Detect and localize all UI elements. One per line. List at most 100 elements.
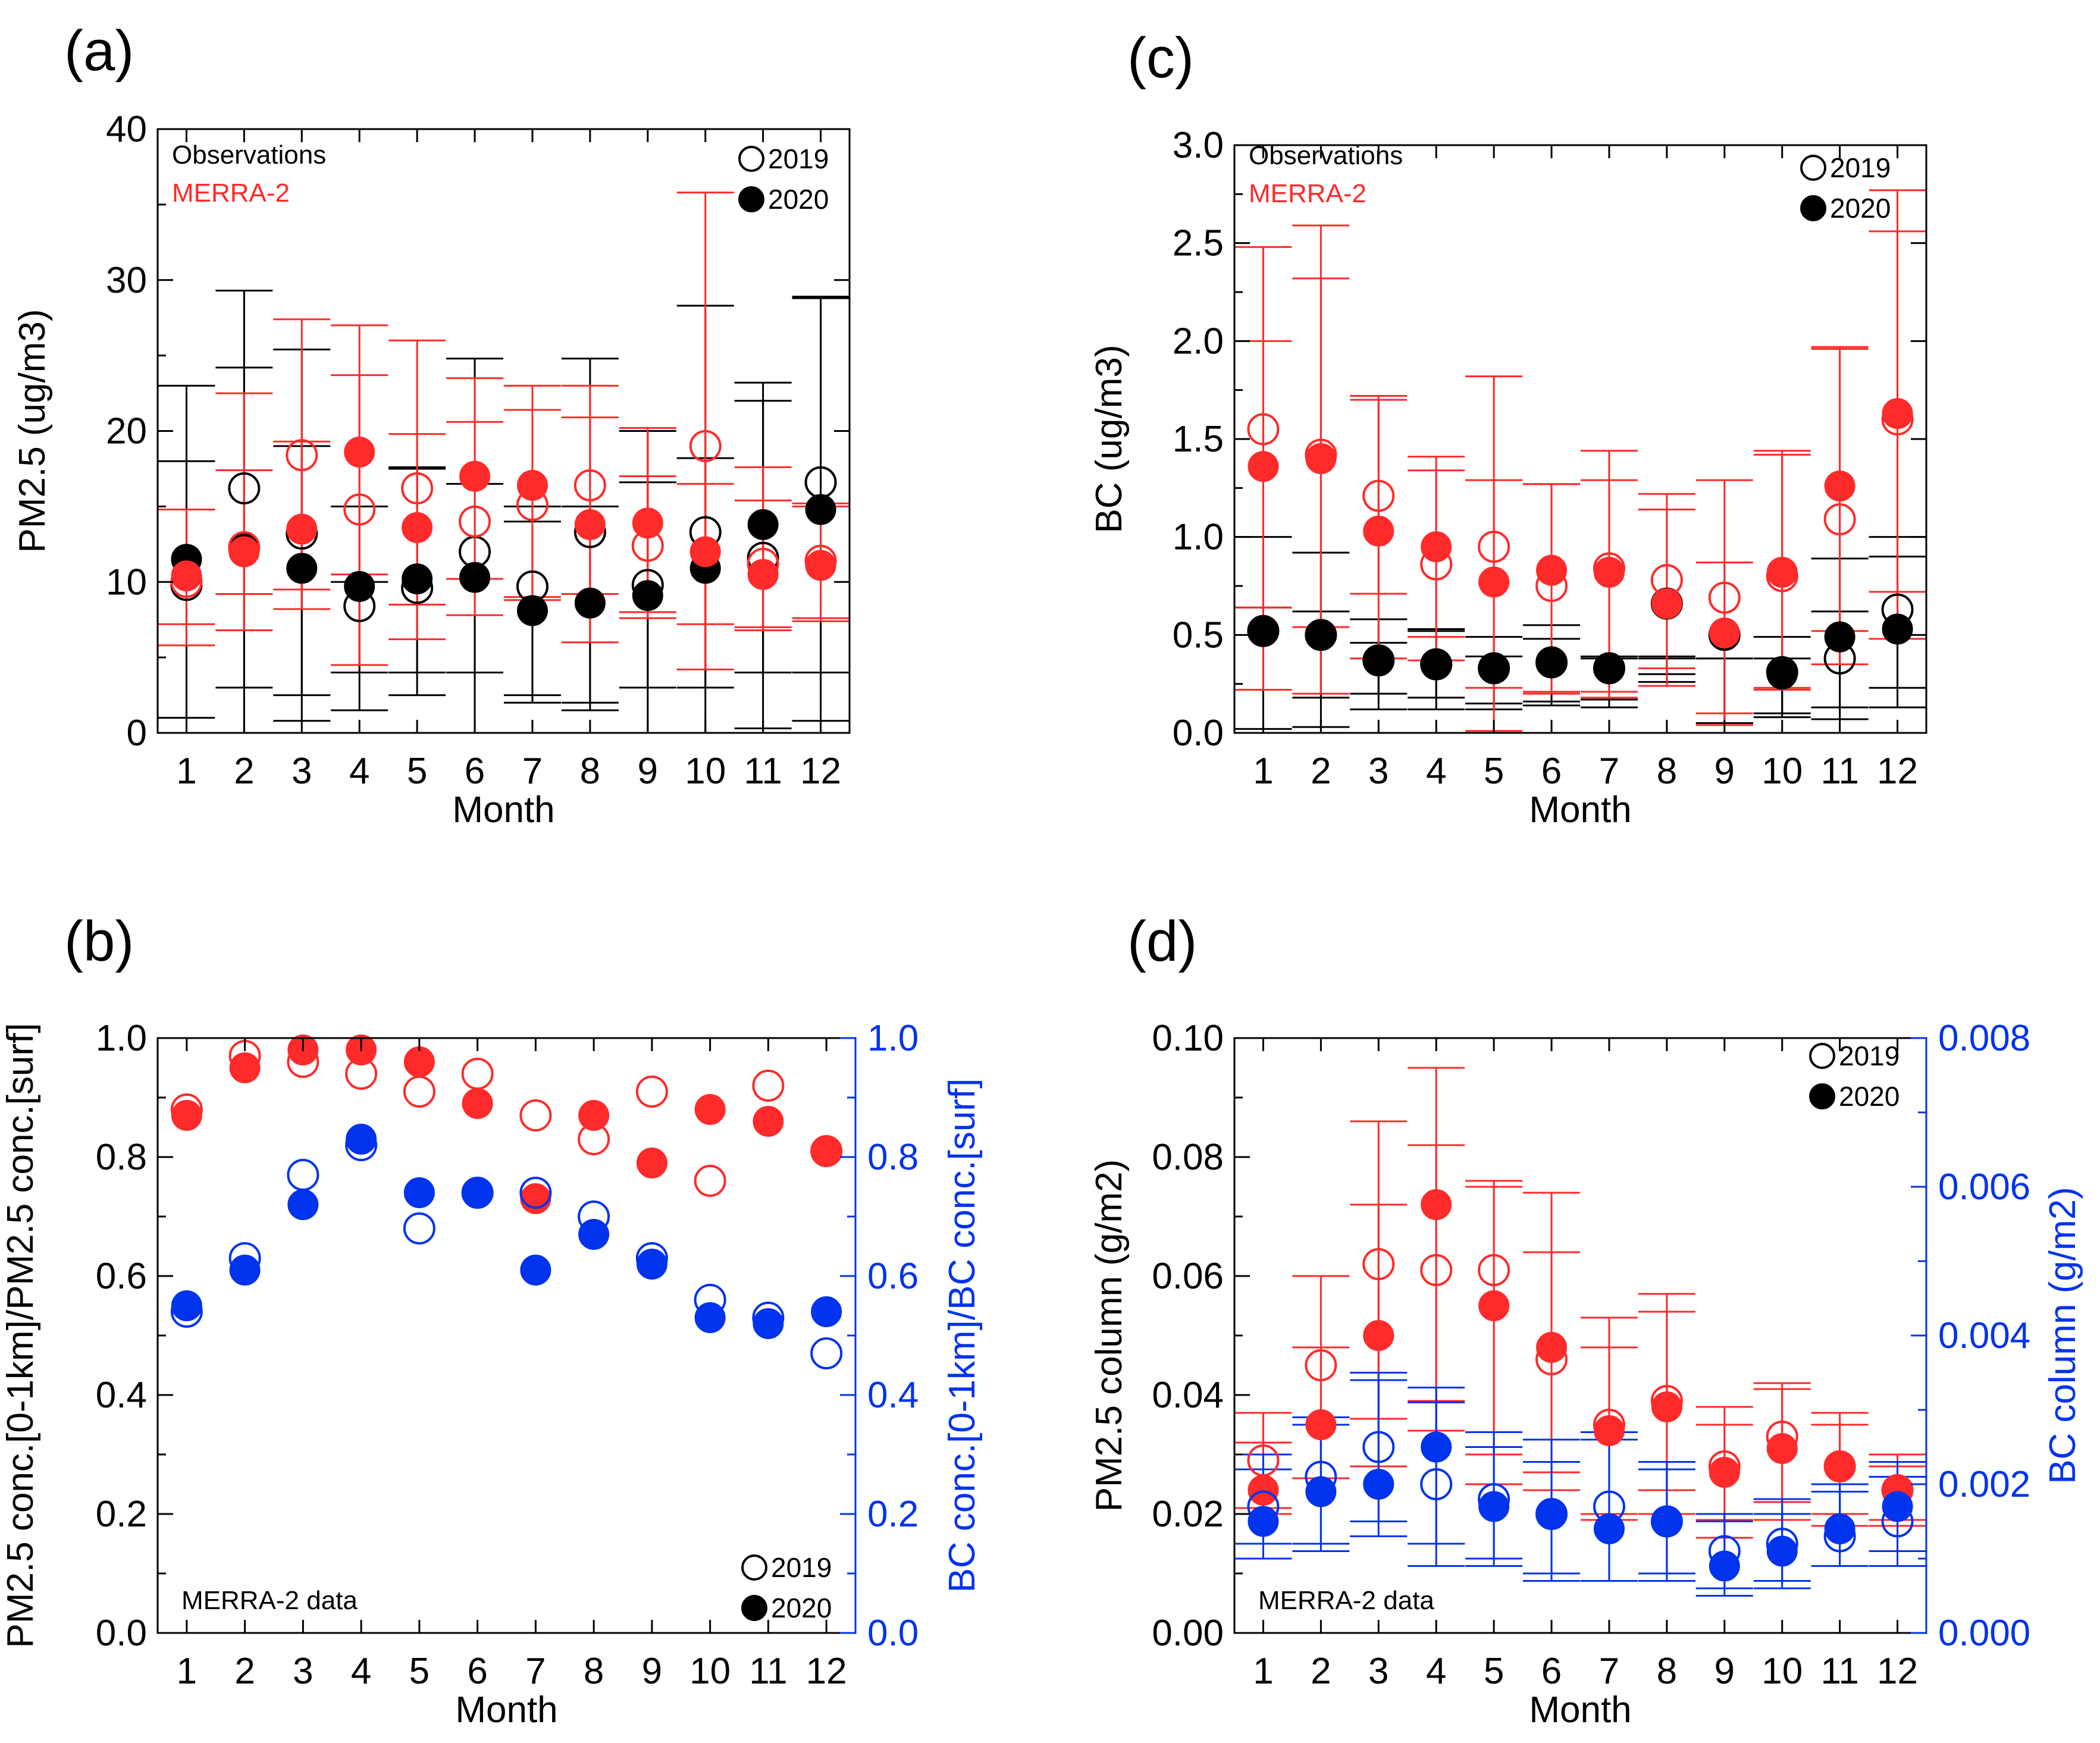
- data-point: [344, 570, 375, 602]
- annotation-text: MERRA-2: [1249, 179, 1366, 208]
- right-y-tick-label: 0.000: [1938, 1613, 2030, 1654]
- x-tick-label: 4: [349, 751, 369, 792]
- data-point: [1478, 1290, 1510, 1321]
- annotation-text: MERRA-2 data: [181, 1586, 358, 1615]
- data-point: [1766, 556, 1798, 588]
- error-bar: [446, 421, 504, 580]
- data-point: [1536, 647, 1568, 678]
- data-point: [1823, 503, 1856, 536]
- data-point: [574, 587, 606, 619]
- x-tick-label: 3: [293, 1651, 313, 1692]
- annotation-text: MERRA-2 data: [1258, 1586, 1434, 1615]
- error-bar: [331, 374, 388, 576]
- data-point: [520, 1255, 551, 1286]
- legend-label: 2019: [768, 143, 829, 174]
- data-point: [1421, 648, 1452, 680]
- data-point: [1882, 613, 1913, 645]
- error-bar: [503, 409, 561, 598]
- x-tick-label: 11: [744, 751, 782, 792]
- y-tick-label: 0.10: [1152, 1018, 1224, 1059]
- data-point: [1708, 581, 1741, 614]
- x-tick-label: 4: [351, 1651, 371, 1692]
- data-point: [636, 1249, 667, 1280]
- error-bar: [1408, 1144, 1465, 1402]
- data-point: [1824, 621, 1855, 653]
- data-point: [1421, 531, 1452, 563]
- data-point: [694, 1094, 726, 1125]
- panel-label: (b): [64, 910, 134, 973]
- x-tick-label: 5: [409, 1651, 430, 1692]
- data-point: [1478, 653, 1510, 684]
- y-tick-label: 0.0: [96, 1613, 147, 1654]
- data-point: [228, 472, 261, 504]
- data-point: [402, 512, 433, 543]
- legend-marker-filled: [741, 1595, 767, 1621]
- legend-marker-open: [741, 1554, 767, 1581]
- x-tick-label: 8: [1657, 751, 1677, 792]
- x-tick-label: 7: [522, 751, 543, 792]
- y-tick-label: 0.02: [1152, 1494, 1224, 1535]
- panel-label: (a): [64, 19, 134, 83]
- data-point: [1363, 1469, 1394, 1500]
- data-point: [1305, 1409, 1337, 1440]
- data-point: [810, 1337, 843, 1369]
- right-y-tick-label: 0.006: [1938, 1167, 2030, 1208]
- x-tick-label: 8: [580, 751, 600, 792]
- x-tick-label: 10: [1762, 1651, 1803, 1692]
- data-point: [1593, 653, 1625, 684]
- legend-label: 2019: [1830, 152, 1891, 183]
- data-point: [1421, 1189, 1452, 1220]
- data-point: [1478, 1491, 1510, 1522]
- data-point: [403, 1046, 435, 1077]
- legend-marker-filled: [1809, 1083, 1835, 1109]
- x-tick-label: 9: [642, 1651, 662, 1692]
- data-point: [228, 536, 260, 568]
- data-point: [1766, 1535, 1798, 1567]
- right-y-tick-label: 0.2: [867, 1494, 919, 1535]
- data-point: [459, 460, 491, 492]
- x-tick-label: 1: [1253, 1651, 1273, 1692]
- x-tick-label: 4: [1426, 751, 1446, 792]
- legend-marker-open: [738, 146, 764, 172]
- panel-label: (c): [1127, 26, 1194, 90]
- legend-label: 2020: [1830, 193, 1891, 224]
- data-point: [520, 1183, 551, 1214]
- data-point: [1362, 1431, 1395, 1463]
- x-tick-label: 10: [685, 751, 726, 792]
- data-point: [694, 1165, 726, 1197]
- data-point: [689, 430, 722, 462]
- legend-label: 2020: [771, 1592, 832, 1623]
- data-point: [171, 1290, 202, 1321]
- right-y-tick-label: 0.4: [867, 1375, 919, 1416]
- data-point: [462, 1177, 493, 1208]
- data-point: [344, 437, 375, 468]
- data-point: [229, 1255, 261, 1286]
- data-point: [286, 513, 318, 545]
- x-tick-label: 1: [1253, 751, 1273, 792]
- legend-marker-filled: [1800, 195, 1826, 221]
- data-point: [747, 509, 779, 540]
- data-point: [343, 493, 376, 526]
- data-point: [1536, 1499, 1568, 1529]
- data-point: [632, 507, 663, 539]
- x-axis-label: Month: [455, 1689, 557, 1731]
- legend-label: 2019: [1839, 1040, 1900, 1071]
- x-axis-label: Month: [452, 789, 554, 830]
- data-point: [1882, 1491, 1913, 1522]
- data-point: [1363, 1320, 1394, 1351]
- y-axis-label: PM2.5 column (g/m2): [1089, 1159, 1130, 1512]
- x-tick-label: 8: [584, 1651, 604, 1692]
- error-bar: [1350, 1379, 1408, 1522]
- data-point: [1305, 1349, 1337, 1381]
- x-tick-label: 8: [1657, 1651, 1677, 1692]
- data-point: [635, 1076, 668, 1108]
- x-tick-label: 4: [1426, 1651, 1446, 1692]
- annotation-text: MERRA-2: [172, 178, 290, 208]
- y-tick-label: 0.08: [1152, 1137, 1224, 1178]
- data-point: [1651, 1391, 1682, 1422]
- legend-label: 2019: [771, 1552, 832, 1583]
- data-point: [1709, 617, 1740, 649]
- data-point: [1824, 1451, 1855, 1482]
- data-point: [1478, 566, 1510, 598]
